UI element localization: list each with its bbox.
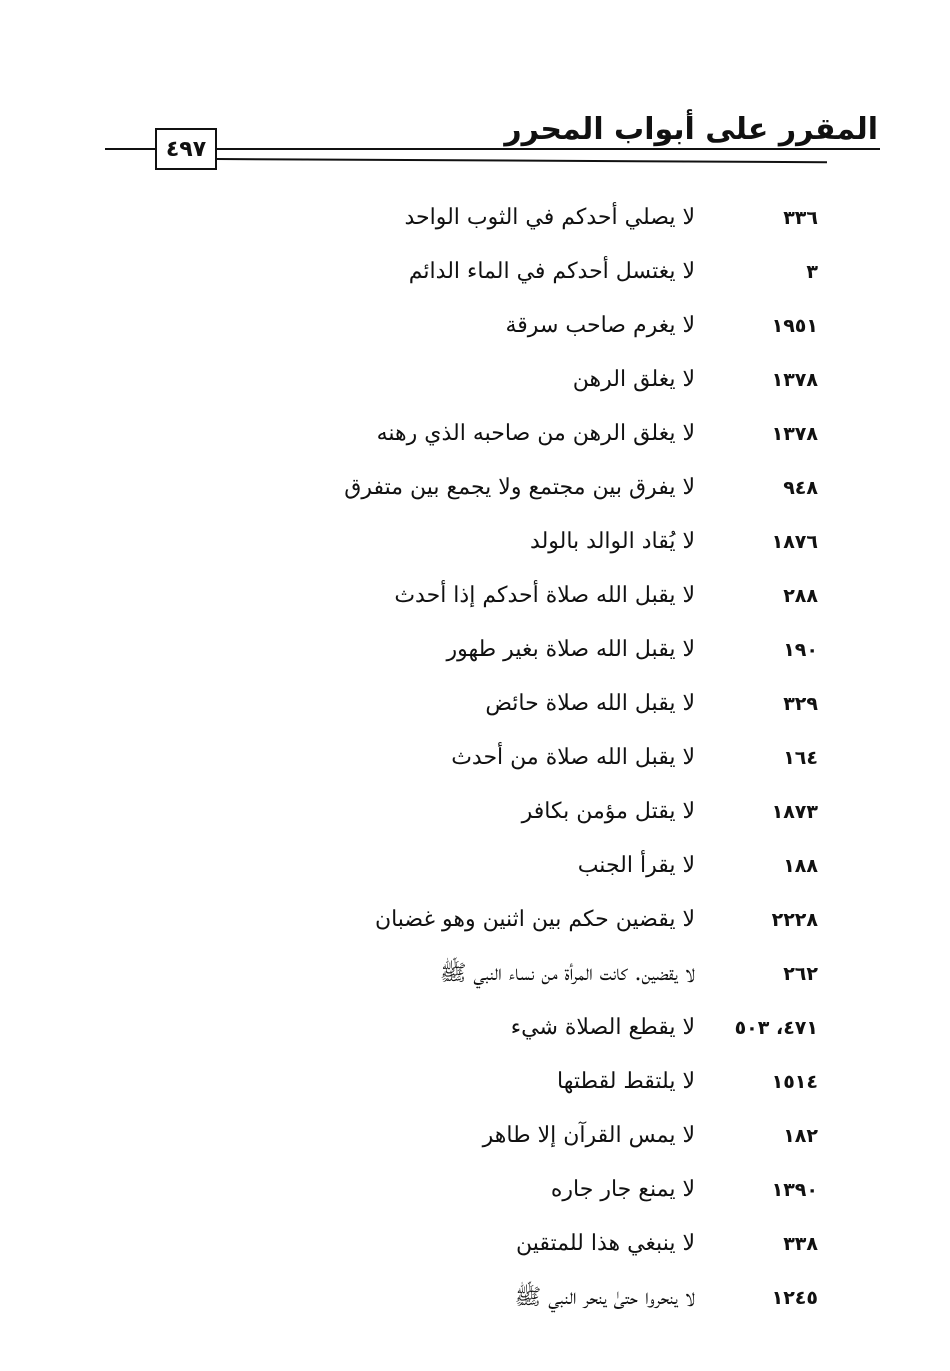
index-entry: ١٨٧٦ لا يُقاد الوالد بالولد [0,522,950,562]
index-entry: ١٣٧٨ لا يغلق الرهن [0,360,950,400]
header-rule-left [105,148,155,150]
entry-reference-number: ٣٢٩ [783,693,818,715]
entry-reference-number: ٢٢٢٨ [771,909,818,931]
index-entry: ٣٣٦ لا يصلي أحدكم في الثوب الواحد [0,198,950,238]
entry-reference-number: ٢٦٢ [783,963,818,985]
entry-text: لا يلتقط لقطتها [557,1069,695,1094]
entry-reference-number: ١٢٤٥ [771,1287,818,1309]
entry-reference-number: ١٩٠ [783,639,818,661]
page-number: ٤٩٧ [155,128,217,170]
entry-text: لا يقرأ الجنب [577,853,695,878]
entry-text: لا ينبغي هذا للمتقين [516,1231,695,1256]
entry-text: لا يمنع جار جاره [550,1177,695,1202]
entry-text: لا يقبل الله صلاة أحدكم إذا أحدث [394,583,695,608]
entry-text: لا يفرق بين مجتمع ولا يجمع بين متفرق [344,475,695,500]
entry-reference-number: ٤٧١، ٥٠٣ [734,1017,818,1039]
index-entry: ١٣٩٠ لا يمنع جار جاره [0,1170,950,1210]
entry-reference-number: ١٥١٤ [771,1071,818,1093]
index-entry: ٣ لا يغتسل أحدكم في الماء الدائم [0,252,950,292]
entry-text: لا يقضين حكم بين اثنين وهو غضبان [374,907,695,932]
entry-text: لا يغرم صاحب سرقة [505,313,696,338]
entry-reference-number: ١٣٧٨ [771,423,818,445]
entry-reference-number: ٢٨٨ [783,585,818,607]
entry-text: لا يمس القرآن إلا طاهر [482,1123,695,1148]
entry-text: لا يُقاد الوالد بالولد [530,529,695,554]
index-entry: ٣٣٨ لا ينبغي هذا للمتقين [0,1224,950,1264]
entry-text: لا يغلق الرهن [572,367,695,392]
index-entry: ١٦٤ لا يقبل الله صلاة من أحدث [0,738,950,778]
entry-text: لا يقبل الله صلاة حائض [485,691,695,716]
index-entry: ١٨٨ لا يقرأ الجنب [0,846,950,886]
index-entry: ٣٢٩ لا يقبل الله صلاة حائض [0,684,950,724]
entry-text: لا يقضين. كانت المرأة من نساء النبي ﷺ [439,961,695,986]
book-title: المقرر على أبواب المحرر [504,112,879,147]
entry-text: لا يغلق الرهن من صاحبه الذي رهنه [376,421,695,446]
entry-text: لا يغتسل أحدكم في الماء الدائم [408,259,695,284]
entry-reference-number: ١٣٧٨ [771,369,818,391]
entry-reference-number: ١٩٥١ [771,315,818,337]
entry-reference-number: ١٨٧٦ [771,531,818,553]
entry-reference-number: ١٨٢ [783,1125,818,1147]
entry-text: لا يصلي أحدكم في الثوب الواحد [404,205,695,230]
index-entry: ٩٤٨ لا يفرق بين مجتمع ولا يجمع بين متفرق [0,468,950,508]
entry-text: لا ينحروا حتىٰ ينحر النبي ﷺ [514,1285,695,1310]
entry-reference-number: ٣٣٨ [783,1233,818,1255]
index-entry: ١٢٤٥ لا ينحروا حتىٰ ينحر النبي ﷺ [0,1278,950,1318]
entry-text: لا يقطع الصلاة شيء [510,1015,695,1040]
header-rule-lower [216,158,827,164]
index-entry: ٤٧١، ٥٠٣ لا يقطع الصلاة شيء [0,1008,950,1048]
entry-reference-number: ٩٤٨ [783,477,818,499]
index-entry: ١٩٠ لا يقبل الله صلاة بغير طهور [0,630,950,670]
entry-reference-number: ١٨٨ [783,855,818,877]
entry-reference-number: ٣٣٦ [783,207,818,229]
index-entry: ١٥١٤ لا يلتقط لقطتها [0,1062,950,1102]
entry-reference-number: ١٣٩٠ [771,1179,818,1201]
entry-reference-number: ١٦٤ [783,747,818,769]
index-entry: ٢٦٢ لا يقضين. كانت المرأة من نساء النبي ﷺ [0,954,950,994]
entry-text: لا يقبل الله صلاة بغير طهور [446,637,695,662]
index-entry: ١٩٥١ لا يغرم صاحب سرقة [0,306,950,346]
entry-reference-number: ١٨٧٣ [771,801,818,823]
index-entry: ٢٨٨ لا يقبل الله صلاة أحدكم إذا أحدث [0,576,950,616]
index-entry: ١٨٢ لا يمس القرآن إلا طاهر [0,1116,950,1156]
entry-text: لا يقبل الله صلاة من أحدث [451,745,695,770]
entry-reference-number: ٣ [806,261,818,283]
index-entry: ١٨٧٣ لا يقتل مؤمن بكافر [0,792,950,832]
entry-text: لا يقتل مؤمن بكافر [521,799,695,824]
index-entry: ١٣٧٨ لا يغلق الرهن من صاحبه الذي رهنه [0,414,950,454]
index-entry: ٢٢٢٨ لا يقضين حكم بين اثنين وهو غضبان [0,900,950,940]
header-rule-upper [217,148,880,150]
